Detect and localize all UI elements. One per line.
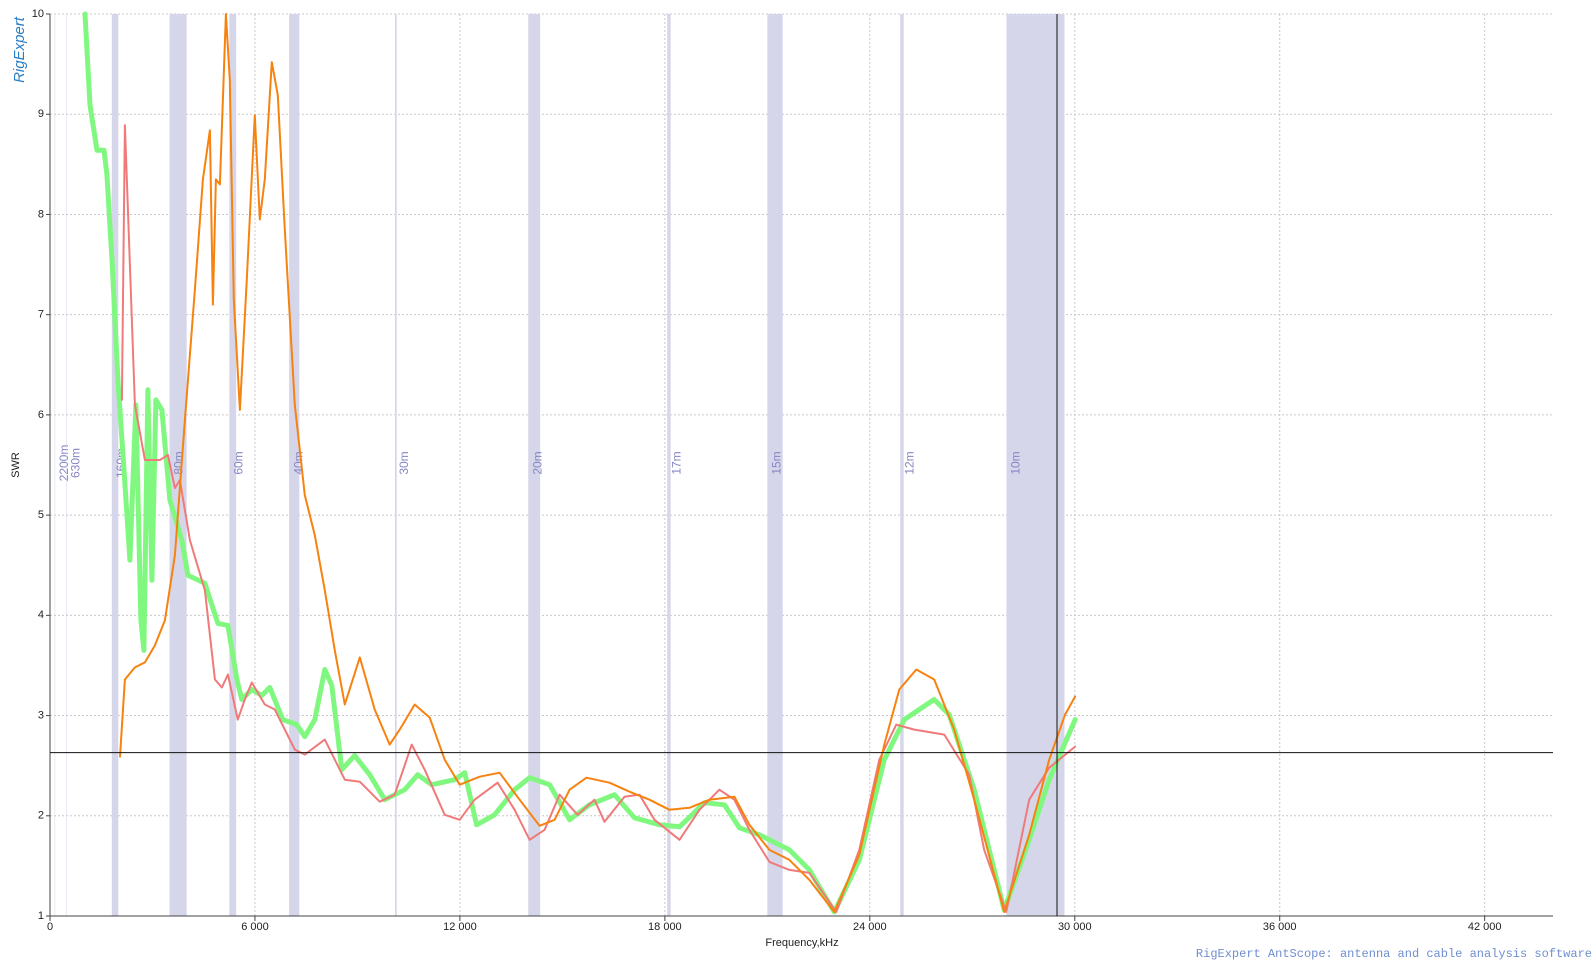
band-label: 630m: [68, 448, 82, 478]
y-axis-title: SWR: [10, 452, 22, 478]
swr-line: [82, 11, 1078, 915]
x-tick-label: 0: [47, 921, 53, 933]
band-label: 20m: [530, 451, 544, 474]
band: [528, 14, 541, 916]
band: [111, 14, 119, 916]
band: [229, 14, 237, 916]
band-label: 10m: [1009, 451, 1023, 474]
swr-line: [119, 13, 1077, 913]
y-tick-label: 9: [38, 108, 44, 120]
swr-line: [120, 124, 1077, 913]
band: [66, 14, 67, 916]
y-tick-label: 7: [38, 309, 44, 321]
band-label: 15m: [770, 451, 784, 474]
logo: RigExpert: [11, 16, 28, 83]
band-label: 60m: [232, 451, 246, 474]
y-tick-label: 10: [32, 8, 44, 20]
band-label: 40m: [291, 451, 305, 474]
x-tick-label: 42 000: [1468, 921, 1502, 933]
footer: RigExpert AntScope: antenna and cable an…: [1196, 947, 1592, 961]
y-tick-label: 1: [38, 910, 44, 922]
x-tick-label: 6 000: [241, 921, 269, 933]
band-label: 12m: [902, 451, 916, 474]
band: [169, 14, 187, 916]
band: [54, 14, 56, 916]
band: [767, 14, 783, 916]
band-label: 2200m: [57, 445, 71, 482]
x-tick-label: 36 000: [1263, 921, 1297, 933]
y-tick-label: 3: [38, 709, 44, 721]
y-tick-label: 8: [38, 208, 44, 220]
band: [667, 14, 671, 916]
x-tick-label: 12 000: [443, 921, 477, 933]
band-label: 17m: [669, 451, 683, 474]
band: [900, 14, 904, 916]
band: [289, 14, 300, 916]
band: [395, 14, 397, 916]
x-tick-label: 24 000: [853, 921, 887, 933]
band-label: 30m: [397, 451, 411, 474]
x-axis-title: Frequency,kHz: [765, 937, 838, 949]
y-tick-label: 2: [38, 810, 44, 822]
y-tick-label: 5: [38, 509, 44, 521]
x-tick-label: 18 000: [648, 921, 682, 933]
y-tick-label: 6: [38, 409, 44, 421]
x-tick-label: 30 000: [1058, 921, 1092, 933]
y-tick-label: 4: [38, 609, 44, 621]
band-label: 80m: [172, 451, 186, 474]
